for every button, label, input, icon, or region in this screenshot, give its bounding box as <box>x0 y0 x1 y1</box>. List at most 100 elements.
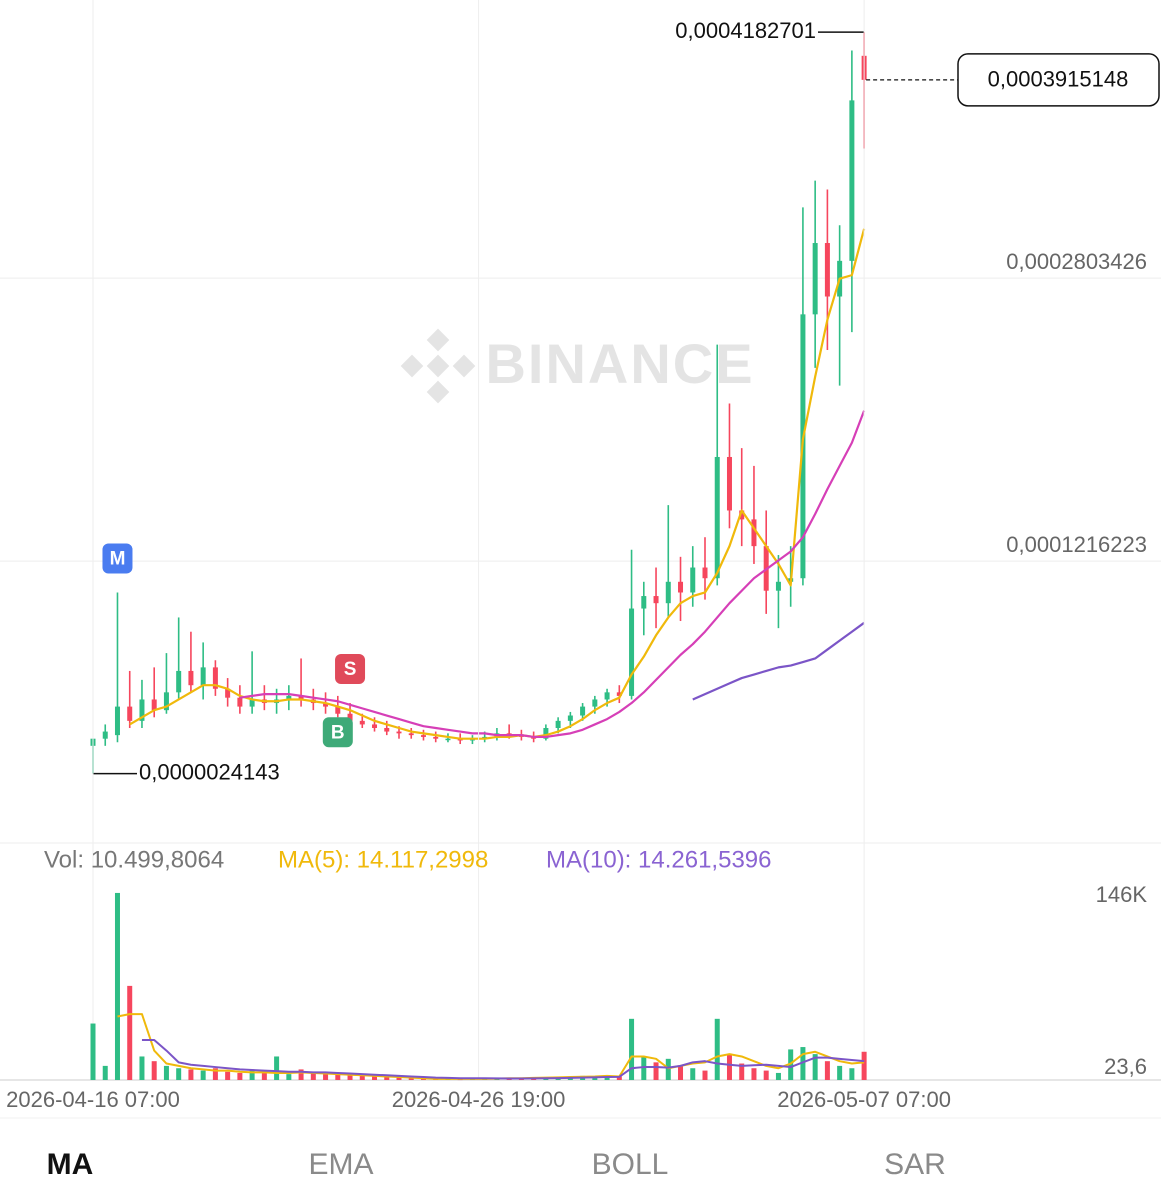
candle-body <box>678 581 684 593</box>
indicator-tab[interactable]: EMA <box>308 1148 373 1181</box>
candle-body <box>372 724 378 728</box>
candle-body <box>237 697 243 707</box>
candle-body <box>127 706 133 721</box>
volume-bar <box>775 1072 781 1080</box>
candle-body <box>102 731 108 739</box>
candle-body <box>188 670 194 686</box>
candle-body <box>641 596 647 609</box>
candle-body <box>335 706 341 714</box>
volume-bar <box>812 1054 818 1080</box>
volume-bar <box>384 1076 390 1080</box>
candle-body <box>665 581 671 604</box>
indicator-tab[interactable]: MA <box>47 1148 94 1181</box>
candle-body <box>384 727 390 732</box>
volume-ma-line <box>141 1039 865 1080</box>
volume-bar <box>408 1077 414 1080</box>
candle-body <box>212 667 218 689</box>
volume-bar <box>359 1075 365 1080</box>
last-price-label: 0,0003915148 <box>988 67 1129 92</box>
candle-body <box>690 567 696 593</box>
y-tick-label: 146K <box>1096 882 1148 907</box>
y-tick-label: 0,0001216223 <box>1006 532 1147 557</box>
signal-marker <box>102 543 133 574</box>
volume-bar <box>274 1056 280 1080</box>
volume-bar <box>665 1058 671 1080</box>
volume-bar <box>176 1068 182 1080</box>
indicator-tab[interactable]: SAR <box>884 1148 946 1181</box>
volume-bar <box>261 1072 267 1080</box>
volume-bar <box>151 1061 157 1080</box>
ma-line <box>129 228 866 740</box>
candle-body <box>726 456 732 511</box>
volume-bar <box>800 1047 806 1080</box>
x-tick-label: 2026-05-07 07:00 <box>777 1087 951 1112</box>
volume-bar <box>653 1062 659 1080</box>
volume-header: MA(10): 14.261,5396 <box>546 846 771 873</box>
volume-bar <box>127 985 133 1080</box>
candle-body <box>751 519 757 547</box>
candle-body <box>702 567 708 579</box>
candle-body <box>151 699 157 711</box>
volume-bar <box>849 1068 855 1080</box>
candle-body <box>420 735 426 737</box>
volume-bar <box>90 1023 96 1080</box>
volume-bar <box>396 1077 402 1080</box>
y-tick-label: 0,0002803426 <box>1006 249 1147 274</box>
volume-bar <box>237 1072 243 1080</box>
volume-bar <box>163 1065 169 1080</box>
volume-bar <box>310 1072 316 1080</box>
volume-bar <box>225 1071 231 1080</box>
y-tick-label: 23,6 <box>1104 1054 1147 1079</box>
candle-body <box>225 688 231 698</box>
signal-marker <box>335 654 366 685</box>
candle-body <box>555 720 561 728</box>
volume-bar <box>702 1070 708 1080</box>
signal-marker-label: M <box>110 549 126 570</box>
candle-body <box>347 713 353 721</box>
volume-bar <box>837 1065 843 1080</box>
candle-body <box>714 456 720 579</box>
candle-body <box>408 733 414 736</box>
signal-marker-label: S <box>344 659 357 680</box>
volume-bar <box>200 1070 206 1080</box>
volume-header: Vol: 10.499,8064 <box>44 846 224 873</box>
candle-body <box>812 243 818 315</box>
volume-header: MA(5): 14.117,2998 <box>278 846 488 873</box>
volume-bar <box>641 1056 647 1080</box>
ma-line <box>239 410 866 739</box>
indicator-tab[interactable]: BOLL <box>592 1148 669 1181</box>
volume-bar <box>824 1061 830 1080</box>
candle-body <box>567 715 573 721</box>
candle-body <box>604 692 610 700</box>
volume-bar <box>372 1076 378 1080</box>
candle-body <box>139 699 145 721</box>
volume-bar <box>188 1069 194 1080</box>
candle-body <box>163 692 169 711</box>
ma-line <box>692 621 865 701</box>
volume-bar <box>751 1068 757 1080</box>
candle-body <box>592 699 598 707</box>
volume-bar <box>114 892 120 1080</box>
volume-bar <box>763 1070 769 1080</box>
volume-bar <box>629 1018 635 1080</box>
candle-body <box>249 699 255 707</box>
candle-body <box>445 738 451 741</box>
min-label: 0,0000024143 <box>139 759 280 784</box>
watermark: BINANCE <box>485 332 754 395</box>
candle-body <box>176 670 182 693</box>
candle-body <box>286 695 292 700</box>
volume-bar <box>726 1054 732 1080</box>
volume-bar <box>347 1075 353 1080</box>
max-label: 0,0004182701 <box>675 18 816 43</box>
candle-body <box>359 720 365 725</box>
candle-body <box>824 243 830 297</box>
volume-bar <box>861 1051 867 1080</box>
volume-bar <box>788 1049 794 1080</box>
volume-bar <box>249 1070 255 1080</box>
candle-body <box>200 667 206 686</box>
candle-body <box>775 581 781 591</box>
volume-bar <box>335 1074 341 1080</box>
